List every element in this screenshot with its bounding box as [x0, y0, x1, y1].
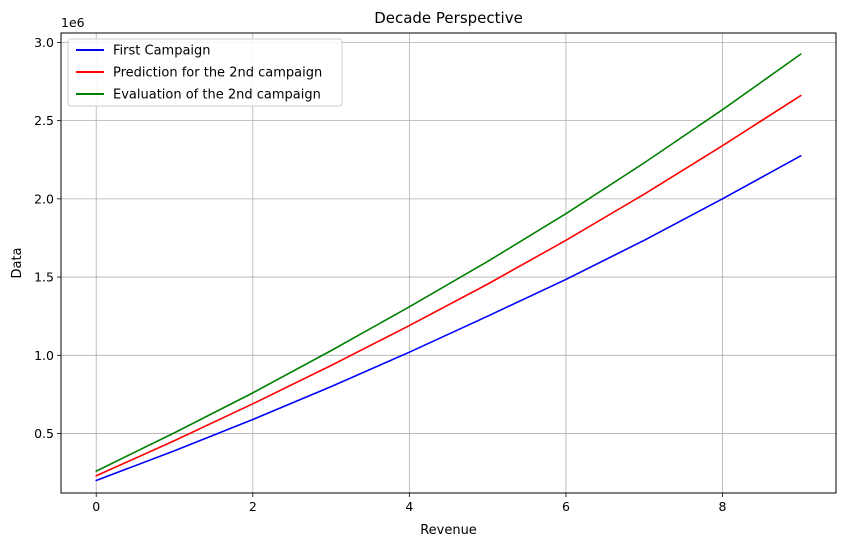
legend-label-first-campaign: First Campaign: [113, 44, 211, 59]
chart-title: Decade Perspective: [374, 9, 523, 27]
x-tick-label: 4: [405, 499, 413, 514]
y-tick-label: 1.0: [34, 348, 54, 363]
plot-area-frame: [60, 32, 837, 494]
y-tick-label: 0.5: [34, 426, 54, 441]
legend-label-evaluation: Evaluation of the 2nd campaign: [113, 88, 321, 103]
y-axis-label: Data: [10, 247, 25, 278]
y-tick-label: 1.5: [34, 270, 54, 285]
series-line-1: [95, 155, 802, 482]
x-tick-label: 2: [249, 499, 257, 514]
x-axis-label: Revenue: [420, 523, 477, 538]
legend-box: [67, 38, 343, 107]
y-tick-label: 2.0: [34, 191, 54, 206]
y-tick-label: 2.5: [34, 113, 54, 128]
series-lines: [95, 53, 802, 482]
series-line-2: [95, 94, 802, 477]
x-tick-label: 6: [562, 499, 570, 514]
legend: First Campaign Prediction for the 2nd ca…: [67, 38, 343, 107]
y-tick-label: 3.0: [34, 35, 54, 50]
series-line-3: [95, 53, 802, 472]
x-tick-label: 0: [92, 499, 100, 514]
legend-label-prediction: Prediction for the 2nd campaign: [113, 66, 322, 81]
axis-ticks: 0 2 4 6 8 0.5 1.0 1.5 2.0 2.5 3.0: [34, 35, 726, 514]
y-axis-offset-label: 1e6: [61, 15, 85, 30]
x-tick-label: 8: [719, 499, 727, 514]
